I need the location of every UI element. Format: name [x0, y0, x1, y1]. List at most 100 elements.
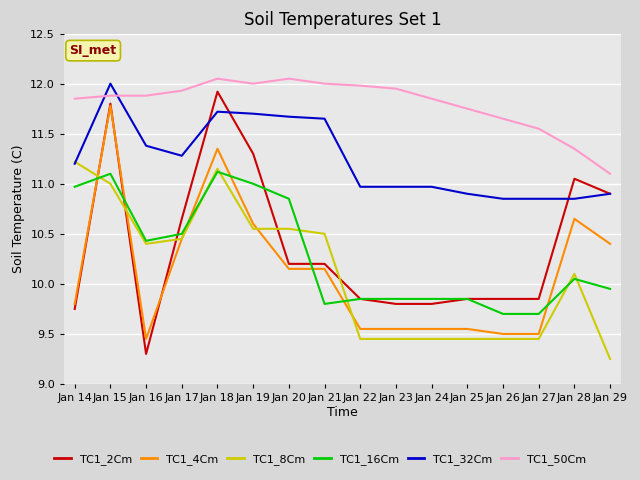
TC1_8Cm [71, 159, 79, 165]
TC1_2Cm [606, 191, 614, 197]
TC1_16Cm [356, 296, 364, 302]
TC1_16Cm [106, 171, 114, 177]
TC1_4Cm [250, 221, 257, 227]
TC1_8Cm [499, 336, 507, 342]
TC1_4Cm [392, 326, 400, 332]
TC1_8Cm [535, 336, 543, 342]
TC1_32Cm [178, 153, 186, 158]
TC1_50Cm [392, 86, 400, 92]
TC1_32Cm [71, 161, 79, 167]
Title: Soil Temperatures Set 1: Soil Temperatures Set 1 [244, 11, 441, 29]
TC1_16Cm [321, 301, 328, 307]
TC1_50Cm [499, 116, 507, 121]
TC1_50Cm [321, 81, 328, 86]
TC1_32Cm [250, 111, 257, 117]
TC1_8Cm [392, 336, 400, 342]
TC1_4Cm [499, 331, 507, 337]
TC1_2Cm [428, 301, 435, 307]
TC1_8Cm [178, 236, 186, 242]
TC1_50Cm [250, 81, 257, 86]
TC1_50Cm [463, 106, 471, 111]
TC1_50Cm [214, 76, 221, 82]
TC1_32Cm [106, 81, 114, 86]
TC1_50Cm [106, 93, 114, 98]
TC1_16Cm [535, 311, 543, 317]
TC1_32Cm [570, 196, 578, 202]
TC1_16Cm [214, 169, 221, 175]
Line: TC1_50Cm: TC1_50Cm [75, 79, 610, 174]
TC1_2Cm [214, 89, 221, 95]
TC1_50Cm [142, 93, 150, 98]
TC1_8Cm [570, 271, 578, 277]
TC1_50Cm [535, 126, 543, 132]
Legend: TC1_2Cm, TC1_4Cm, TC1_8Cm, TC1_16Cm, TC1_32Cm, TC1_50Cm: TC1_2Cm, TC1_4Cm, TC1_8Cm, TC1_16Cm, TC1… [49, 450, 591, 469]
TC1_8Cm [285, 226, 292, 232]
TC1_2Cm [499, 296, 507, 302]
TC1_4Cm [535, 331, 543, 337]
TC1_50Cm [285, 76, 292, 82]
TC1_32Cm [499, 196, 507, 202]
TC1_16Cm [250, 181, 257, 187]
TC1_32Cm [285, 114, 292, 120]
TC1_4Cm [428, 326, 435, 332]
TC1_50Cm [570, 146, 578, 152]
TC1_16Cm [428, 296, 435, 302]
TC1_2Cm [250, 151, 257, 156]
TC1_4Cm [214, 146, 221, 152]
TC1_2Cm [106, 101, 114, 107]
TC1_16Cm [142, 238, 150, 244]
TC1_50Cm [606, 171, 614, 177]
TC1_4Cm [71, 301, 79, 307]
Line: TC1_16Cm: TC1_16Cm [75, 172, 610, 314]
TC1_4Cm [570, 216, 578, 222]
Text: SI_met: SI_met [70, 44, 116, 57]
TC1_16Cm [463, 296, 471, 302]
TC1_16Cm [178, 231, 186, 237]
Line: TC1_32Cm: TC1_32Cm [75, 84, 610, 199]
TC1_16Cm [499, 311, 507, 317]
TC1_8Cm [463, 336, 471, 342]
TC1_32Cm [535, 196, 543, 202]
TC1_32Cm [428, 184, 435, 190]
TC1_8Cm [250, 226, 257, 232]
TC1_50Cm [428, 96, 435, 102]
TC1_4Cm [356, 326, 364, 332]
TC1_16Cm [285, 196, 292, 202]
TC1_2Cm [178, 216, 186, 222]
TC1_2Cm [570, 176, 578, 181]
TC1_8Cm [356, 336, 364, 342]
TC1_32Cm [463, 191, 471, 197]
TC1_2Cm [285, 261, 292, 267]
Line: TC1_8Cm: TC1_8Cm [75, 162, 610, 359]
Line: TC1_2Cm: TC1_2Cm [75, 92, 610, 354]
TC1_32Cm [142, 143, 150, 149]
X-axis label: Time: Time [327, 406, 358, 419]
TC1_2Cm [142, 351, 150, 357]
TC1_2Cm [321, 261, 328, 267]
TC1_4Cm [606, 241, 614, 247]
TC1_4Cm [106, 103, 114, 108]
TC1_4Cm [142, 336, 150, 342]
TC1_32Cm [321, 116, 328, 121]
TC1_4Cm [321, 266, 328, 272]
TC1_2Cm [392, 301, 400, 307]
TC1_50Cm [178, 88, 186, 94]
TC1_32Cm [606, 191, 614, 197]
TC1_8Cm [606, 356, 614, 362]
TC1_32Cm [356, 184, 364, 190]
TC1_8Cm [142, 241, 150, 247]
TC1_50Cm [71, 96, 79, 102]
TC1_16Cm [570, 276, 578, 282]
TC1_8Cm [106, 181, 114, 187]
TC1_16Cm [392, 296, 400, 302]
Y-axis label: Soil Temperature (C): Soil Temperature (C) [12, 144, 25, 273]
TC1_8Cm [321, 231, 328, 237]
TC1_8Cm [214, 166, 221, 172]
TC1_2Cm [463, 296, 471, 302]
TC1_2Cm [535, 296, 543, 302]
TC1_16Cm [606, 286, 614, 292]
TC1_2Cm [356, 296, 364, 302]
TC1_16Cm [71, 184, 79, 190]
TC1_4Cm [285, 266, 292, 272]
TC1_4Cm [463, 326, 471, 332]
